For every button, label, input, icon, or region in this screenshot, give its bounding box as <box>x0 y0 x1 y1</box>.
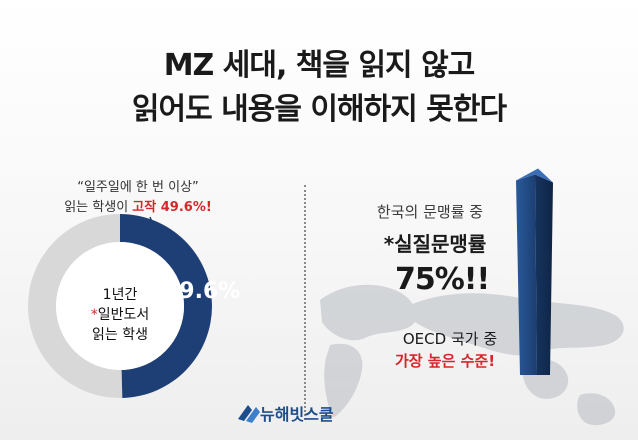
donut-hole <box>56 242 184 370</box>
donut-center-line-3: 읽는 학생 <box>92 327 148 343</box>
quote-prefix: 읽는 학생이 <box>64 200 133 215</box>
functional-illiteracy-value: 75%!! <box>395 262 490 297</box>
asterisk-mark: * <box>90 307 98 323</box>
quote-line-2: 읽는 학생이 고작 49.6%! <box>38 198 238 218</box>
highest-level-label: 가장 높은 수준! <box>394 352 496 370</box>
donut-slice-remainder <box>28 214 123 398</box>
brand-name: 뉴해빗스쿨 <box>260 405 334 424</box>
donut-center-line-1: 1년간 <box>102 287 138 303</box>
bar-side-face <box>535 174 553 375</box>
donut-percent-label: 49.6% <box>164 279 241 304</box>
stat-quote: “일주일에 한 번 이상” 읽는 학생이 고작 49.6%! <box>38 178 238 218</box>
panel-divider <box>304 185 306 420</box>
bar-top-face <box>516 168 553 183</box>
quote-highlight: 고작 49.6%! <box>132 200 212 215</box>
donut-slice-readers <box>120 214 213 398</box>
headline-line-1: MZ 세대, 책을 읽지 않고 <box>163 48 476 83</box>
donut-center-label: 1년간 *일반도서 읽는 학생 <box>80 285 160 345</box>
headline-line-2: 읽어도 내용을 이해하지 못한다 <box>131 92 507 127</box>
bar-front-face <box>516 174 537 375</box>
newhabit-logo-icon <box>238 405 260 423</box>
donut-center-line-2: *일반도서 <box>80 305 160 325</box>
oecd-label: OECD 국가 중 <box>402 330 498 348</box>
donut-center-line-2-text: 일반도서 <box>97 307 150 323</box>
quote-line-1: “일주일에 한 번 이상” <box>77 180 199 195</box>
korea-illiteracy-label: 한국의 문맹률 중 <box>376 203 484 221</box>
headline: MZ 세대, 책을 읽지 않고 읽어도 내용을 이해하지 못한다 <box>0 44 638 132</box>
functional-illiteracy-label: *실질문맹률 <box>383 232 487 256</box>
callout-line <box>149 216 163 247</box>
callout-dot <box>159 243 165 249</box>
